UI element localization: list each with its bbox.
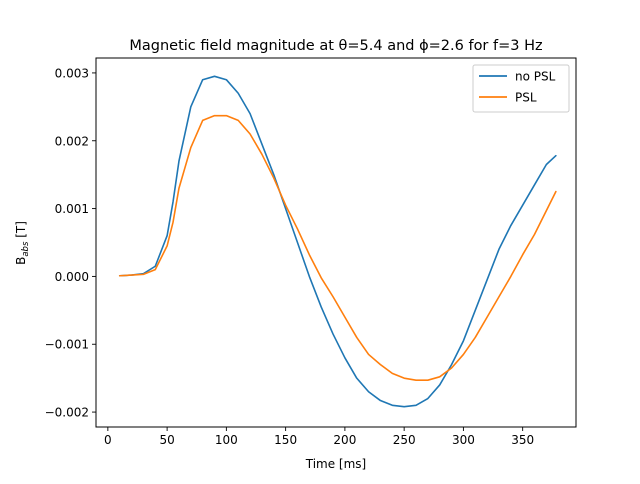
y-axis-label: Babs [T] [14,221,31,265]
y-tick-label: 0.002 [55,134,89,148]
plot-frame [95,57,577,428]
y-tick-label: −0.001 [45,338,89,352]
series-layer [118,75,557,408]
y-tick-label: 0.000 [55,270,89,284]
x-tick-label: 300 [452,433,475,447]
y-tick-label: 0.003 [55,66,89,80]
x-tick-label: 250 [393,433,416,447]
x-tick-label: 100 [215,433,238,447]
series-line-psl [118,114,557,381]
x-tick-label: 150 [274,433,297,447]
x-tick-label: 200 [333,433,356,447]
legend: no PSL PSL [472,64,570,113]
x-axis-label: Time [ms] [305,457,367,471]
y-axis: −0.002 −0.001 0.000 0.001 0.002 0.003 [45,66,96,420]
y-axis-label-subscript: abs [21,241,31,257]
legend-label-1: PSL [515,91,537,105]
y-axis-label-unit: [T] [14,221,28,242]
chart-title: Magnetic field magnitude at θ=5.4 and ϕ=… [129,38,542,54]
y-axis-label-main: B [14,257,28,265]
x-tick-label: 0 [104,433,112,447]
series-line-no-psl [118,75,557,408]
y-tick-label: −0.002 [45,406,89,420]
x-tick-label: 350 [511,433,534,447]
y-tick-label: 0.001 [55,202,89,216]
legend-label-0: no PSL [515,70,556,84]
x-tick-label: 50 [159,433,174,447]
x-axis: 0 50 100 150 200 250 300 350 [104,427,534,447]
